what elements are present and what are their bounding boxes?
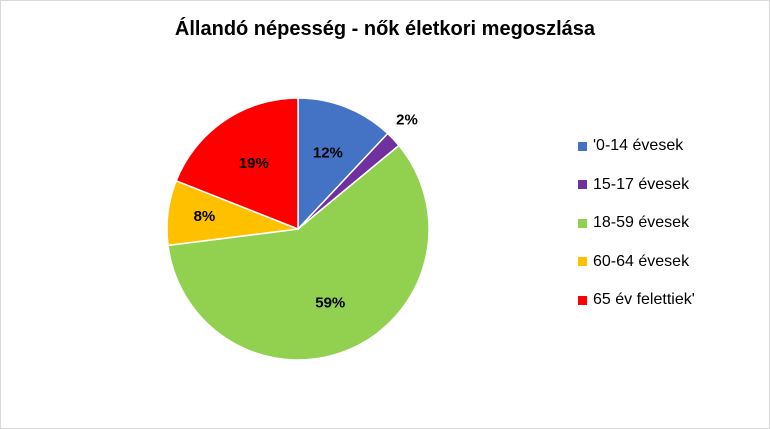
legend-item: 60-64 évesek — [578, 243, 695, 282]
legend-swatch — [578, 218, 587, 228]
pie-slice — [167, 144, 430, 361]
legend-item: 65 év felettiek' — [578, 281, 695, 320]
chart-legend: '0-14 évesek 15-17 évesek 18-59 évesek 60-6… — [578, 127, 695, 320]
pie-slice — [175, 97, 299, 231]
data-label: 8% — [194, 208, 216, 225]
legend-swatch — [578, 141, 587, 151]
data-label: 12% — [313, 144, 343, 161]
pie-slice — [297, 97, 389, 231]
chart-title: Állandó népesség - nők életkori megoszlá… — [174, 18, 596, 40]
legend-swatch — [578, 257, 587, 267]
legend-item: 15-17 évesek — [578, 166, 695, 205]
legend-item: 18-59 évesek — [578, 204, 695, 243]
legend-label: 15-17 évesek — [593, 175, 690, 193]
data-label: 19% — [239, 155, 269, 172]
legend-label: 18-59 évesek — [593, 214, 690, 232]
legend-item: '0-14 évesek — [578, 127, 695, 166]
legend-label: 60-64 évesek — [593, 252, 690, 270]
legend-swatch — [578, 295, 587, 305]
data-label: 59% — [315, 295, 345, 312]
legend-label: 65 év felettiek' — [593, 291, 695, 309]
legend-swatch — [578, 180, 587, 190]
legend-label: '0-14 évesek — [593, 137, 684, 155]
data-label: 2% — [396, 112, 418, 129]
